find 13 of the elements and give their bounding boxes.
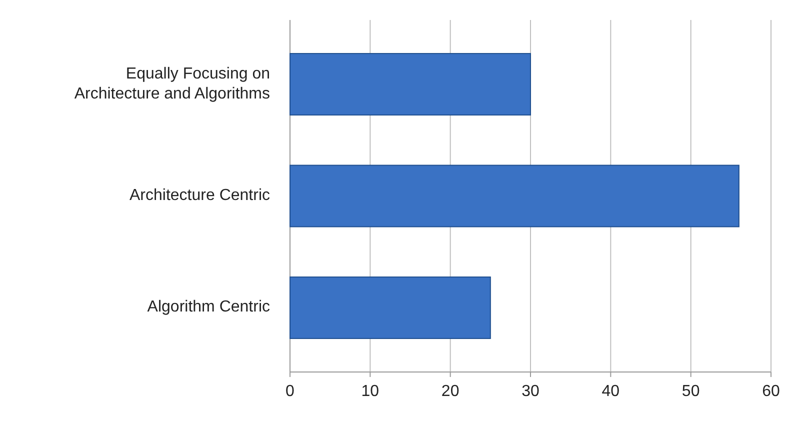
x-tick-label: 30 (522, 383, 540, 400)
bar (290, 53, 531, 116)
bar (290, 164, 740, 228)
x-tick-label: 50 (682, 383, 700, 400)
y-tick-label: Algorithm Centric (147, 298, 270, 316)
x-tick-label: 10 (361, 383, 380, 400)
x-tick-label: 0 (286, 383, 295, 400)
y-tick-label: Architecture Centric (130, 187, 270, 204)
x-tick-label: 40 (602, 383, 620, 400)
y-tick-label: Equally Focusing on Architecture and Algorithms (74, 65, 270, 102)
x-tick-label: 20 (441, 383, 460, 400)
bar (290, 276, 491, 339)
x-tick-label: 60 (762, 383, 780, 400)
